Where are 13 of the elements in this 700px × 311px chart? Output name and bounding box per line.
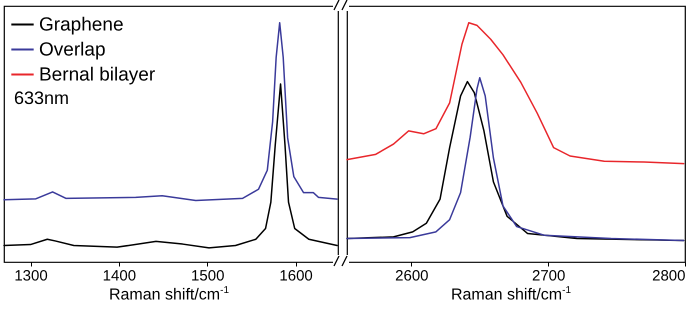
legend-label: Graphene	[39, 14, 124, 36]
legend-label: Overlap	[39, 40, 106, 60]
x-tick-label: 1600	[279, 268, 313, 284]
x-tick-label: 2700	[532, 268, 566, 284]
x-axis-title: Raman shift/cm$^{-1}$	[450, 285, 572, 304]
x-tick-label: 2600	[395, 268, 429, 284]
x-tick-label: 2800	[652, 268, 686, 284]
legend-label: Bernal bilayer	[39, 64, 156, 86]
annotation: 633nm	[14, 88, 70, 108]
x-axis-title: Raman shift/cm$^{-1}$	[108, 285, 230, 304]
x-tick-label: 1500	[191, 268, 224, 284]
x-tick-label: 1300	[14, 268, 48, 284]
x-tick-label: 1400	[102, 268, 136, 284]
